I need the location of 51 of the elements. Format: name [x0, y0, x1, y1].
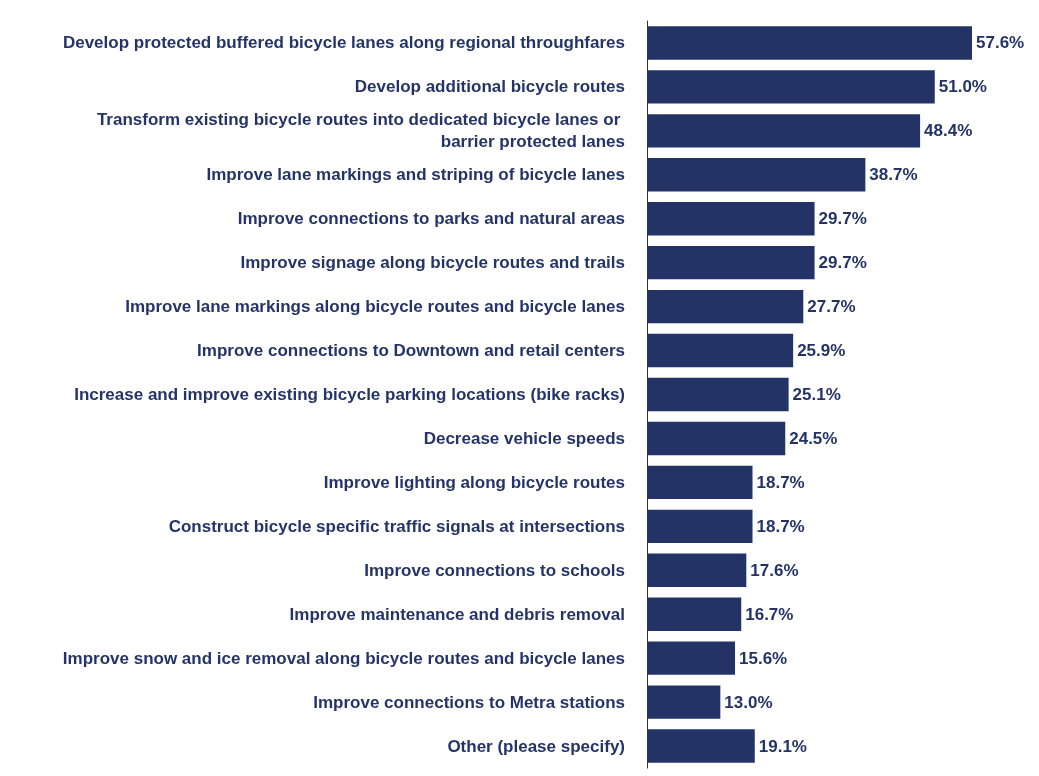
bar: [647, 421, 786, 456]
bar: [647, 509, 753, 544]
data-label: 13.0%: [724, 692, 773, 712]
bar: [647, 158, 866, 192]
data-label: 18.7%: [756, 516, 805, 536]
bar: [647, 377, 789, 412]
y-tick-label: Improve lane markings along bicycle routes and bicycle lanes: [125, 297, 625, 317]
y-tick-label: Improve connections to schools: [364, 560, 625, 580]
data-label: 29.7%: [818, 253, 867, 273]
bar: [647, 597, 742, 631]
data-label: 29.7%: [818, 209, 867, 229]
y-tick-label: Improve snow and ice removal along bicycle routes and bicycle lanes: [62, 648, 625, 668]
y-tick-label: Transform existing bicycle routes into dedicated bicycle lanes or barrier protected lanes: [96, 110, 625, 152]
bar: [647, 553, 747, 587]
bar: [647, 465, 753, 500]
bar: [647, 114, 921, 148]
data-label: 16.7%: [745, 604, 794, 624]
data-label: 27.7%: [807, 297, 856, 317]
bar: [647, 641, 736, 675]
data-label: 51.0%: [938, 77, 987, 97]
bar: [647, 70, 935, 104]
data-label: 17.6%: [750, 560, 799, 580]
y-tick-label: Improve maintenance and debris removal: [289, 604, 625, 624]
bar: [647, 202, 815, 236]
data-label: 48.4%: [924, 121, 973, 141]
y-tick-label: Decrease vehicle speeds: [423, 428, 625, 448]
y-tick-label: Improve connections to Downtown and retail centers: [197, 341, 625, 361]
y-tick-label: Improve lane markings and striping of bicycle lanes: [206, 165, 625, 185]
y-tick-label: Develop additional bicycle routes: [354, 77, 625, 97]
data-label: 38.7%: [869, 165, 918, 185]
data-label: 25.9%: [797, 341, 846, 361]
y-tick-label: Improve connections to parks and natural areas: [237, 209, 625, 229]
data-label: 19.1%: [758, 736, 807, 756]
data-label: 15.6%: [739, 648, 788, 668]
bar: [647, 289, 804, 324]
y-tick-label: Other (please specify): [447, 736, 625, 756]
bar: [647, 729, 755, 763]
y-tick-label: Improve connections to Metra stations: [313, 692, 625, 712]
bar: [647, 245, 815, 280]
y-tick-label: Increase and improve existing bicycle parking locations (bike racks): [74, 385, 625, 404]
y-tick-label: Improve lighting along bicycle routes: [323, 472, 625, 492]
y-tick-label: Improve signage along bicycle routes and trails: [240, 253, 625, 273]
data-label: 24.5%: [789, 428, 838, 448]
bar: [647, 685, 721, 719]
data-label: 57.6%: [976, 33, 1025, 53]
y-tick-label: Develop protected buffered bicycle lanes along regional throughfares: [62, 33, 625, 53]
bar: [647, 26, 972, 60]
data-label: 25.1%: [792, 385, 841, 404]
data-label: 18.7%: [756, 472, 805, 492]
y-tick-label: Construct bicycle specific traffic signals at intersections: [168, 516, 625, 536]
bar: [647, 333, 794, 368]
